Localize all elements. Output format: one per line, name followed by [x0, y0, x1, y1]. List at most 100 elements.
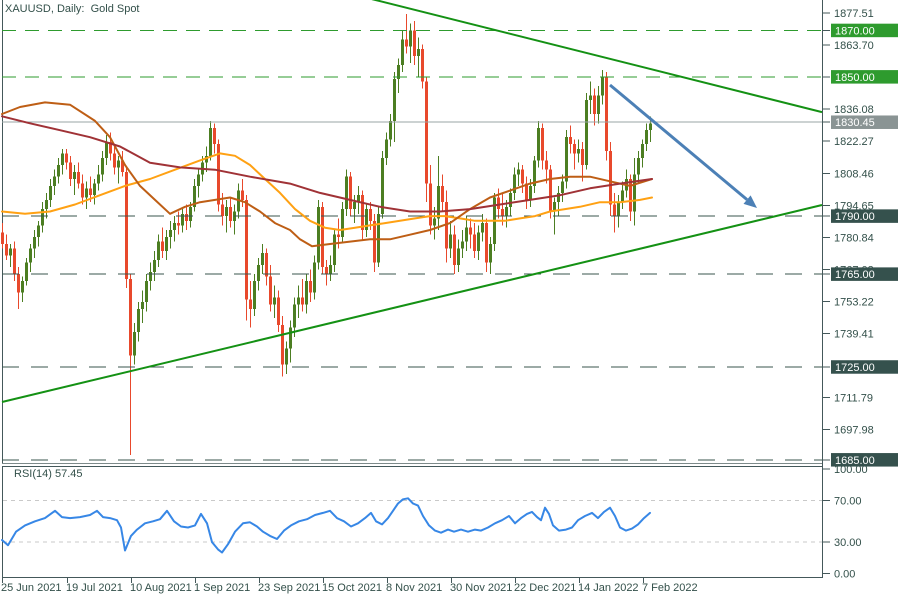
candle-body[interactable] [565, 137, 568, 182]
candle-body[interactable] [313, 262, 316, 293]
candle-body[interactable] [265, 253, 268, 277]
candle-body[interactable] [485, 223, 488, 263]
candle-body[interactable] [393, 79, 396, 121]
candle-body[interactable] [161, 241, 164, 251]
candle-body[interactable] [545, 160, 548, 170]
candle-body[interactable] [281, 325, 284, 365]
candle-body[interactable] [581, 148, 584, 166]
candle-body[interactable] [501, 209, 504, 217]
candle-body[interactable] [477, 232, 480, 251]
candle-body[interactable] [381, 158, 384, 214]
candle-body[interactable] [245, 199, 248, 300]
candle-body[interactable] [25, 262, 28, 282]
candle-body[interactable] [465, 227, 468, 242]
candle-body[interactable] [173, 223, 176, 231]
candle-body[interactable] [77, 172, 80, 184]
candle-body[interactable] [601, 76, 604, 96]
candle-body[interactable] [65, 153, 68, 163]
candle-body[interactable] [433, 218, 436, 226]
candle-body[interactable] [5, 243, 8, 256]
candle-body[interactable] [505, 206, 508, 217]
candle-body[interactable] [301, 297, 304, 305]
candle-body[interactable] [325, 267, 328, 275]
candle-body[interactable] [605, 76, 608, 152]
candle-body[interactable] [113, 153, 116, 168]
candle-body[interactable] [517, 169, 520, 175]
candle-body[interactable] [41, 209, 44, 226]
candle-body[interactable] [73, 172, 76, 179]
candle-body[interactable] [145, 281, 148, 302]
candle-body[interactable] [521, 169, 524, 184]
candle-body[interactable] [33, 236, 36, 249]
candle-body[interactable] [633, 174, 636, 212]
candle-body[interactable] [21, 281, 24, 293]
candle-body[interactable] [269, 276, 272, 305]
candle-body[interactable] [509, 192, 512, 207]
candle-body[interactable] [337, 234, 340, 237]
candle-body[interactable] [109, 141, 112, 154]
candle-body[interactable] [217, 144, 220, 205]
candle-body[interactable] [373, 220, 376, 263]
candle-body[interactable] [177, 223, 180, 226]
candle-body[interactable] [105, 141, 108, 159]
candle-body[interactable] [129, 278, 132, 356]
candle-body[interactable] [149, 271, 152, 282]
candle-body[interactable] [197, 174, 200, 186]
candle-body[interactable] [453, 234, 456, 265]
candle-body[interactable] [293, 304, 296, 328]
candle-body[interactable] [513, 174, 516, 193]
candles-layer[interactable] [1, 14, 652, 456]
candle-body[interactable] [353, 202, 356, 210]
candle-body[interactable] [229, 206, 232, 221]
candle-body[interactable] [213, 127, 216, 145]
candle-body[interactable] [573, 144, 576, 154]
candle-body[interactable] [417, 48, 420, 56]
candle-body[interactable] [17, 274, 20, 293]
candle-body[interactable] [305, 281, 308, 305]
candle-body[interactable] [189, 206, 192, 221]
candle-body[interactable] [117, 160, 120, 168]
candle-body[interactable] [481, 223, 484, 233]
candle-body[interactable] [53, 176, 56, 186]
candle-body[interactable] [297, 297, 300, 305]
candle-body[interactable] [261, 253, 264, 265]
candle-body[interactable] [85, 188, 88, 198]
candle-body[interactable] [449, 234, 452, 249]
candle-body[interactable] [413, 30, 416, 56]
candle-body[interactable] [461, 241, 464, 249]
candle-body[interactable] [341, 209, 344, 237]
level-lines-layer[interactable] [2, 29, 822, 461]
candle-body[interactable] [385, 139, 388, 159]
candle-body[interactable] [277, 297, 280, 326]
candle-body[interactable] [125, 172, 128, 279]
candle-body[interactable] [61, 153, 64, 166]
candle-body[interactable] [409, 30, 412, 47]
candle-body[interactable] [285, 348, 288, 365]
candle-body[interactable] [101, 158, 104, 175]
candle-body[interactable] [241, 190, 244, 200]
candle-body[interactable] [93, 183, 96, 196]
trendlines-layer[interactable] [1, 0, 823, 403]
candle-body[interactable] [637, 158, 640, 175]
candle-body[interactable] [257, 264, 260, 282]
candle-body[interactable] [589, 95, 592, 101]
candle-body[interactable] [429, 183, 432, 226]
descending-resistance-trendline[interactable] [371, 0, 823, 114]
candle-body[interactable] [249, 299, 252, 309]
candle-body[interactable] [193, 185, 196, 207]
candle-body[interactable] [69, 162, 72, 179]
candle-body[interactable] [577, 148, 580, 154]
candle-body[interactable] [557, 192, 560, 203]
candle-body[interactable] [529, 185, 532, 200]
candle-body[interactable] [185, 213, 188, 221]
candle-body[interactable] [369, 209, 372, 221]
candle-body[interactable] [549, 169, 552, 212]
candle-body[interactable] [645, 130, 648, 145]
candle-body[interactable] [181, 213, 184, 226]
candle-body[interactable] [309, 281, 312, 293]
candle-body[interactable] [165, 236, 168, 251]
candle-body[interactable] [497, 197, 500, 210]
candle-body[interactable] [365, 209, 368, 231]
candle-body[interactable] [469, 227, 472, 235]
candle-body[interactable] [321, 206, 324, 268]
